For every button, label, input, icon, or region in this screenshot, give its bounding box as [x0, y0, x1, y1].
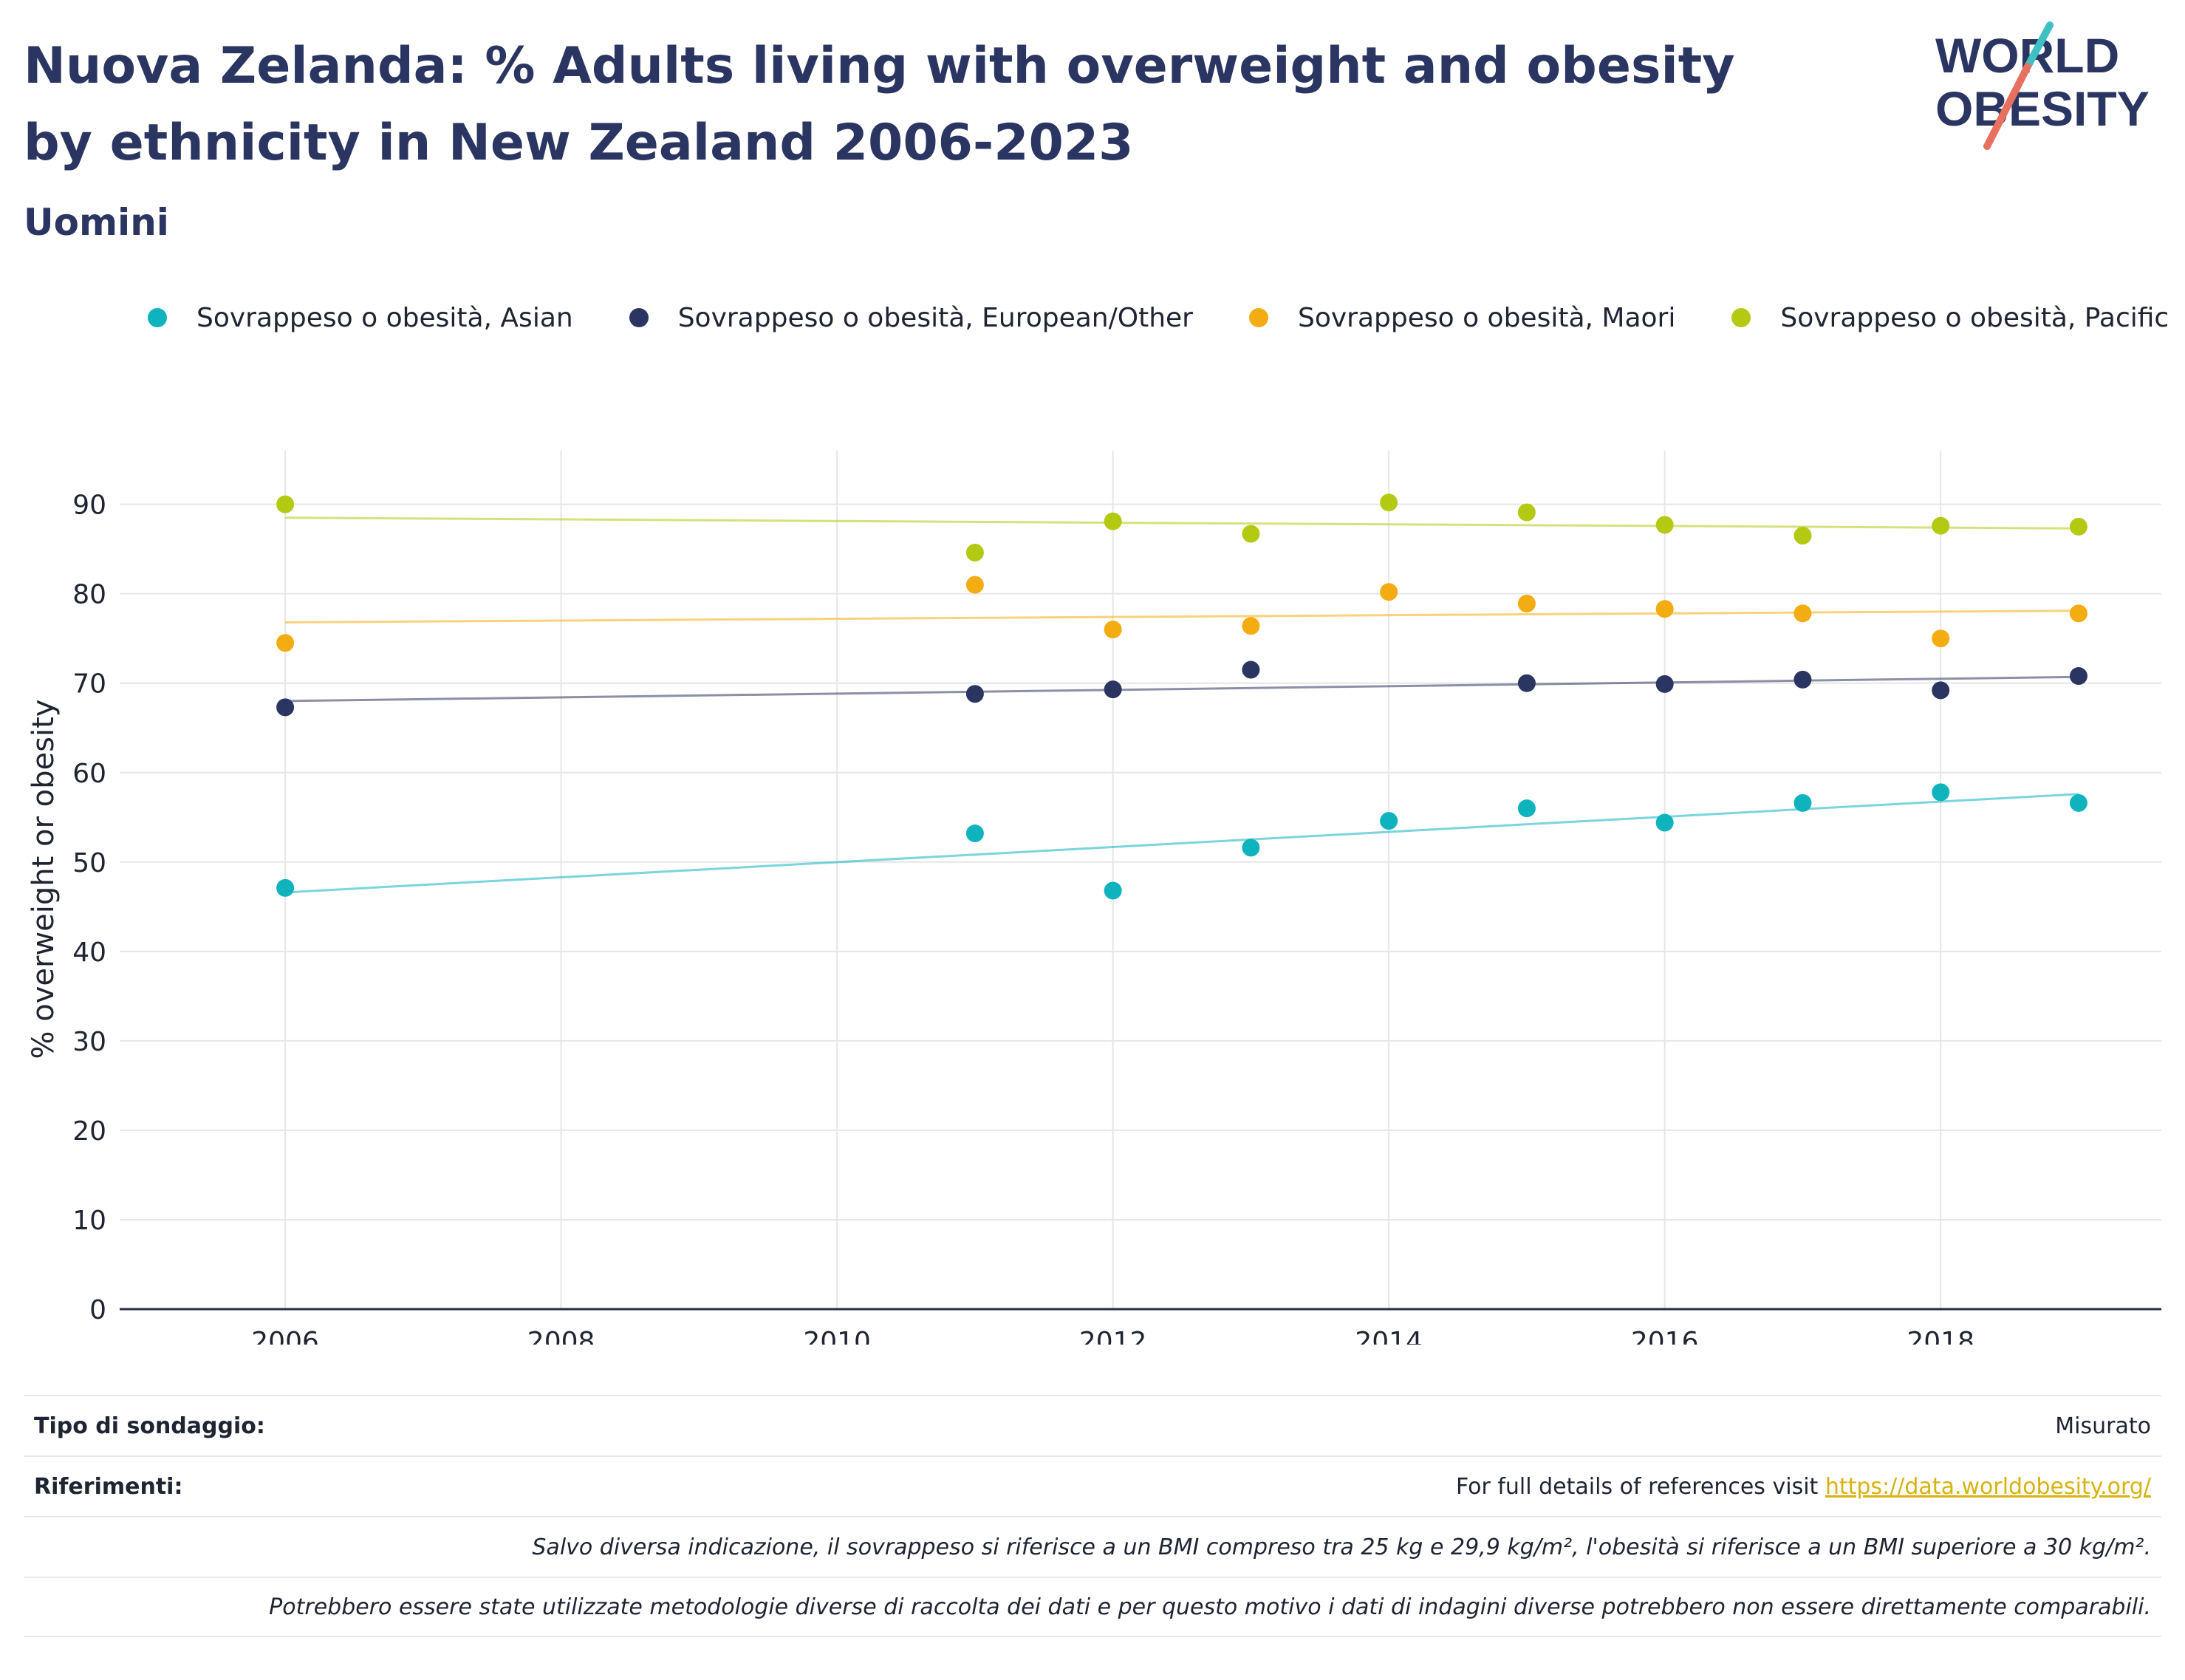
legend-marker-maori: [1248, 308, 1268, 327]
y-tick-label: 20: [72, 1116, 106, 1147]
data-point: [1794, 604, 1812, 623]
chart-subtitle: Uomini: [24, 201, 169, 244]
trend-line-1: [285, 675, 2079, 703]
data-point: [2069, 793, 2087, 812]
data-point: [2069, 517, 2087, 536]
data-point: [1932, 681, 1950, 700]
data-point: [1104, 680, 1122, 699]
trend-lines: [285, 516, 2079, 894]
chart-footer: Tipo di sondaggio: Misurato Riferimenti:…: [24, 1395, 2161, 1637]
data-point: [1517, 594, 1536, 612]
data-points: [276, 494, 2087, 900]
legend-marker-asian: [148, 308, 167, 327]
y-tick-label: 50: [72, 848, 106, 878]
y-tick-label: 40: [72, 938, 106, 968]
data-point: [965, 685, 984, 703]
data-point: [276, 698, 295, 717]
legend-marker-pacific: [1731, 308, 1751, 327]
bmi-note: Salvo diversa indicazione, il sovrappeso…: [532, 1534, 2151, 1560]
logo-text-obesity: OBESITY: [1935, 81, 2150, 136]
data-point: [965, 543, 984, 561]
methodology-note: Potrebbero essere state utilizzate metod…: [269, 1594, 2151, 1620]
data-point: [1104, 881, 1122, 900]
trend-line-2: [285, 609, 2079, 624]
grid-lines: [120, 451, 2161, 1309]
legend-item-pacific[interactable]: Sovrappeso o obesità, Pacific: [1731, 303, 2169, 333]
data-point: [276, 878, 295, 897]
data-point: [1517, 674, 1536, 692]
data-point: [1104, 512, 1122, 530]
data-point: [276, 495, 295, 513]
scatter-chart: 0 10 20 30 40 50 60 70 80 90 2006 2008 2010 2012 2014 2…: [27, 451, 2161, 1345]
data-point: [1517, 799, 1536, 818]
references-label: Riferimenti:: [34, 1473, 183, 1500]
legend-label-pacific: Sovrappeso o obesità, Pacific: [1780, 302, 2169, 333]
chart-title: Nuova Zelanda: % Adults living with over…: [24, 37, 1735, 172]
data-point: [276, 634, 295, 652]
data-point: [1380, 812, 1398, 830]
data-point: [1242, 617, 1260, 635]
y-tick-label: 30: [72, 1027, 106, 1057]
legend-label-maori: Sovrappeso o obesità, Maori: [1297, 302, 1676, 333]
references-value: For full details of references visit htt…: [1456, 1474, 2151, 1500]
x-tick-label: 2018: [1907, 1327, 1974, 1345]
trend-line-3: [285, 516, 2079, 530]
data-point: [1380, 494, 1398, 512]
data-point: [1242, 525, 1260, 543]
footer-row-note-methodology: Potrebbero essere state utilizzate metod…: [24, 1577, 2161, 1637]
x-tick-label: 2016: [1631, 1327, 1699, 1345]
survey-type-label: Tipo di sondaggio:: [34, 1413, 265, 1439]
logo-slash-teal: [2024, 21, 2054, 70]
data-point: [1655, 675, 1674, 693]
data-point: [1655, 600, 1674, 618]
data-point: [1242, 839, 1260, 857]
y-tick-label: 0: [89, 1295, 106, 1325]
legend-label-european: Sovrappeso o obesità, European/Other: [677, 302, 1193, 333]
legend-label-asian: Sovrappeso o obesità, Asian: [196, 302, 573, 333]
data-point: [2069, 604, 2087, 623]
y-tick-label: 10: [72, 1206, 106, 1236]
data-point: [1655, 516, 1674, 534]
chart-legend: Sovrappeso o obesità, Asian Sovrappeso o…: [148, 292, 2172, 344]
data-point: [2069, 667, 2087, 686]
data-point: [1932, 783, 1950, 802]
y-tick-label: 60: [72, 759, 106, 789]
y-tick-label: 80: [72, 580, 106, 610]
x-tick-label: 2010: [803, 1327, 871, 1345]
legend-marker-european: [629, 308, 649, 327]
data-point: [1794, 793, 1812, 812]
x-tick-label: 2014: [1355, 1327, 1423, 1345]
y-axis-label: % overweight or obesity: [27, 700, 61, 1059]
x-tick-label: 2012: [1079, 1327, 1147, 1345]
data-point: [965, 824, 984, 843]
trend-line-0: [285, 793, 2079, 894]
data-point: [1794, 670, 1812, 689]
data-point: [1655, 813, 1674, 832]
world-obesity-logo: WORLD OBESITY: [1935, 21, 2150, 150]
data-point: [1932, 629, 1950, 648]
data-point: [1380, 583, 1398, 601]
data-point: [1242, 660, 1260, 679]
data-point: [965, 576, 984, 594]
axes: 0 10 20 30 40 50 60 70 80 90 2006 2008 2010 2012 2014 2…: [72, 491, 2161, 1345]
logo-slash-red: [1983, 63, 2031, 150]
data-point: [1932, 516, 1950, 535]
footer-row-references: Riferimenti: For full details of referen…: [24, 1455, 2161, 1516]
references-text: For full details of references visit: [1455, 1473, 1825, 1500]
legend-item-european[interactable]: Sovrappeso o obesità, European/Other: [629, 303, 1193, 333]
x-tick-label: 2008: [527, 1327, 595, 1345]
survey-type-value: Misurato: [2055, 1413, 2151, 1439]
data-point: [1517, 503, 1536, 522]
data-point: [1104, 621, 1122, 639]
references-link[interactable]: https://data.worldobesity.org/: [1825, 1473, 2151, 1500]
legend-item-asian[interactable]: Sovrappeso o obesità, Asian: [148, 303, 573, 333]
y-tick-label: 70: [72, 669, 106, 700]
y-tick-label: 90: [72, 491, 106, 521]
data-point: [1794, 526, 1812, 544]
x-tick-label: 2006: [251, 1327, 319, 1345]
footer-row-note-bmi: Salvo diversa indicazione, il sovrappeso…: [24, 1516, 2161, 1577]
legend-item-maori[interactable]: Sovrappeso o obesità, Maori: [1248, 302, 1676, 333]
footer-row-survey: Tipo di sondaggio: Misurato: [24, 1395, 2161, 1455]
